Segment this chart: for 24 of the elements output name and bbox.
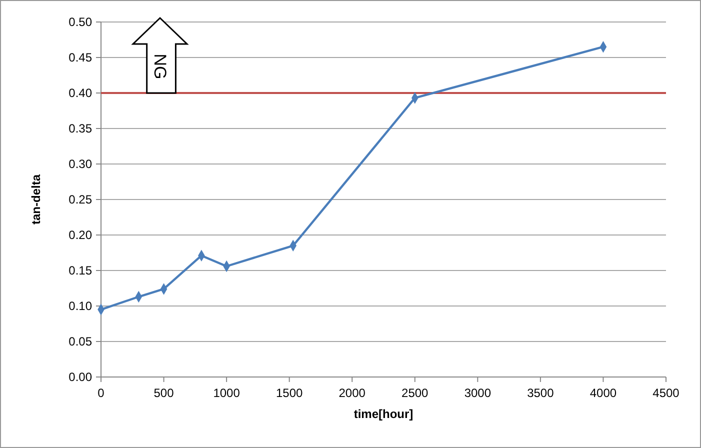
y-tick-label: 0.15 [68, 264, 92, 278]
y-tick-label: 0.50 [68, 15, 92, 29]
y-tick-label: 0.30 [68, 157, 92, 171]
annotation: NG [150, 54, 170, 80]
x-tick-label: 1000 [213, 386, 240, 400]
y-tick-label: 0.25 [68, 192, 92, 206]
y-tick-label: 0.45 [68, 50, 92, 64]
y-tick-label: 0.20 [68, 228, 92, 242]
y-tick-label: 0.00 [68, 370, 92, 384]
x-tick-label: 0 [98, 386, 105, 400]
x-tick-label: 1500 [276, 386, 304, 400]
x-tick-label: 2500 [402, 386, 429, 400]
x-tick-label: 4500 [652, 386, 680, 400]
x-tick-label: 500 [154, 386, 174, 400]
x-tick-label: 3500 [527, 386, 554, 400]
y-tick-label: 0.40 [68, 86, 92, 100]
y-axis-title: tan-delta [29, 174, 43, 225]
x-axis-title: time[hour] [354, 407, 414, 421]
x-tick-label: 3000 [464, 386, 492, 400]
x-tick-label: 2000 [338, 386, 366, 400]
y-tick-label: 0.35 [68, 122, 92, 136]
y-tick-label: 0.05 [68, 334, 92, 348]
x-tick-label: 4000 [590, 386, 617, 400]
y-tick-label: 0.10 [68, 299, 92, 313]
